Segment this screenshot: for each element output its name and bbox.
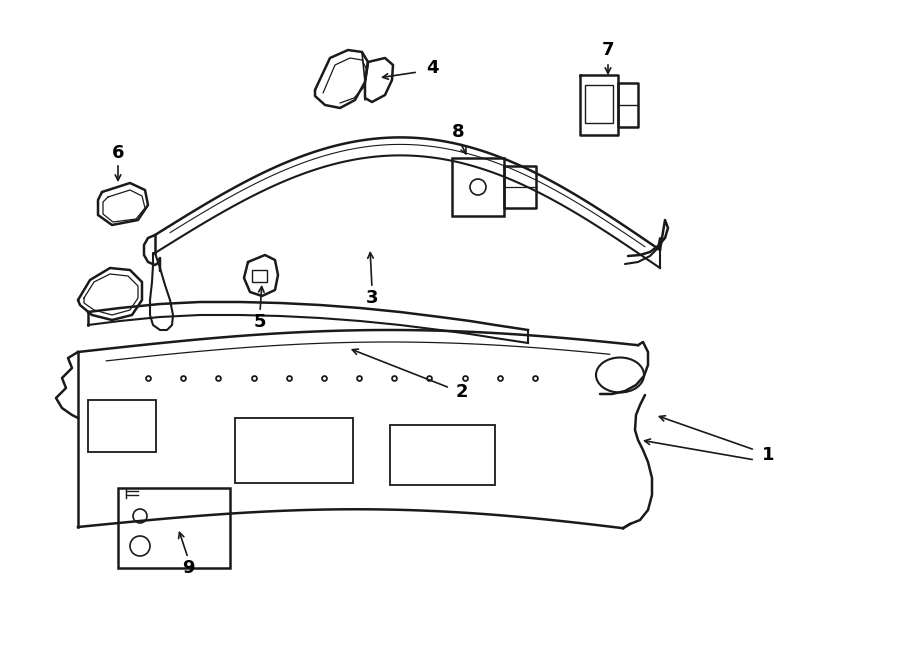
Bar: [390, 425, 495, 485]
Bar: [235, 418, 353, 483]
Text: 9: 9: [182, 559, 194, 577]
Bar: [585, 85, 613, 123]
Text: 1: 1: [761, 446, 774, 464]
Bar: [118, 488, 230, 568]
Text: 4: 4: [426, 59, 438, 77]
Text: 7: 7: [602, 41, 614, 59]
Text: 8: 8: [452, 123, 464, 141]
Text: 6: 6: [112, 144, 124, 162]
Bar: [452, 158, 504, 216]
Text: 3: 3: [365, 289, 378, 307]
Text: 5: 5: [254, 313, 266, 331]
Text: 2: 2: [455, 383, 468, 401]
Bar: [88, 400, 156, 452]
Bar: [252, 270, 267, 282]
